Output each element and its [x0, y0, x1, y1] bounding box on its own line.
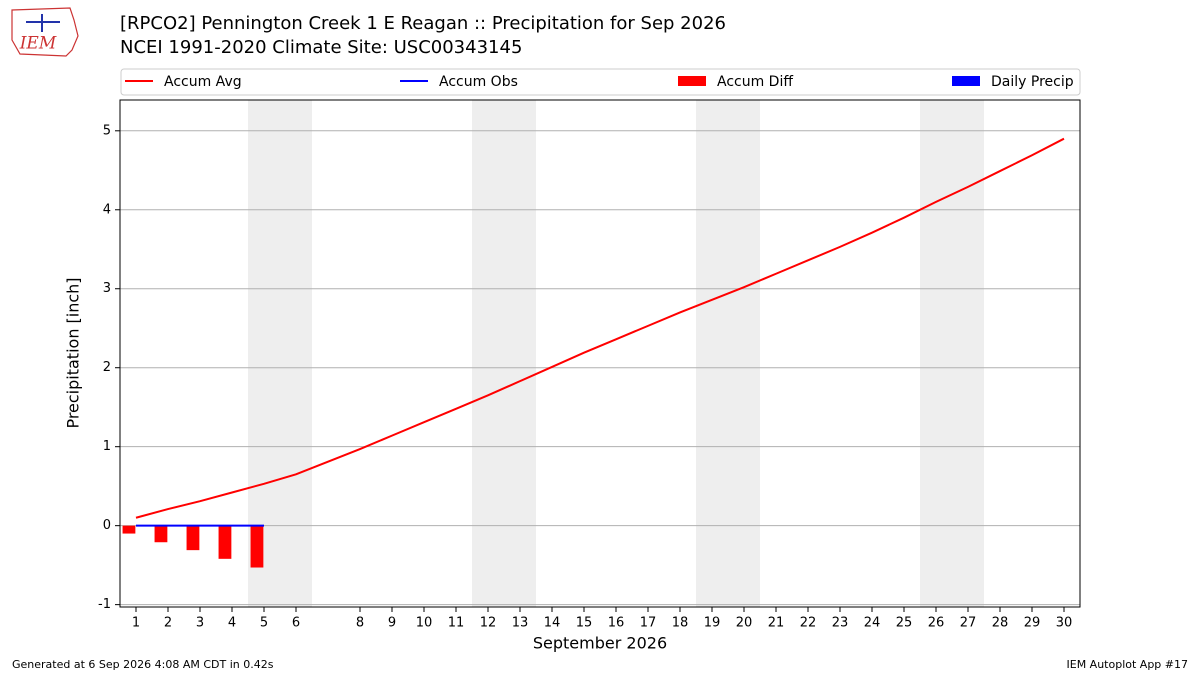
x-tick-label: 15	[576, 616, 593, 631]
x-tick-label: 19	[704, 616, 721, 631]
x-tick-label: 1	[132, 616, 140, 631]
bar	[250, 525, 264, 568]
x-tick-label: 11	[448, 616, 465, 631]
y-tick-label: 1	[103, 439, 111, 454]
x-tick-label: 21	[768, 616, 785, 631]
weekend-shade	[920, 100, 984, 607]
bar	[218, 525, 232, 559]
x-tick-label: 24	[864, 616, 881, 631]
footer-left: Generated at 6 Sep 2026 4:08 AM CDT in 0…	[12, 658, 274, 671]
weekend-shade	[472, 100, 536, 607]
x-tick-label: 18	[672, 616, 689, 631]
x-tick-label: 20	[736, 616, 753, 631]
y-axis-label: Precipitation [inch]	[64, 277, 83, 428]
x-tick-label: 30	[1056, 616, 1073, 631]
bar	[154, 525, 168, 543]
y-tick-label: -1	[98, 597, 111, 612]
x-tick-label: 22	[800, 616, 817, 631]
x-tick-label: 26	[928, 616, 945, 631]
y-tick-label: 0	[103, 518, 111, 533]
y-tick-label: 3	[103, 281, 111, 296]
y-tick-label: 5	[103, 123, 111, 138]
x-tick-label: 6	[292, 616, 300, 631]
bar	[122, 525, 136, 534]
chart-title: [RPCO2] Pennington Creek 1 E Reagan :: P…	[120, 13, 726, 34]
legend-swatch	[952, 76, 980, 86]
legend-label: Daily Precip	[991, 74, 1074, 90]
x-tick-label: 9	[388, 616, 396, 631]
legend-swatch	[678, 76, 706, 86]
line	[135, 137, 1065, 519]
x-tick-label: 13	[512, 616, 529, 631]
x-tick-label: 4	[228, 616, 236, 631]
x-tick-label: 2	[164, 616, 172, 631]
x-tick-label: 25	[896, 616, 913, 631]
logo: IEM	[11, 7, 79, 57]
weekend-shade	[248, 100, 312, 607]
x-tick-label: 14	[544, 616, 561, 631]
x-tick-label: 8	[356, 616, 364, 631]
x-tick-label: 29	[1024, 616, 1041, 631]
footer-right: IEM Autoplot App #17	[1067, 658, 1189, 671]
bar	[186, 525, 200, 551]
y-tick-label: 2	[103, 360, 111, 375]
x-tick-label: 27	[960, 616, 977, 631]
x-tick-label: 28	[992, 616, 1009, 631]
x-tick-label: 23	[832, 616, 849, 631]
x-tick-label: 3	[196, 616, 204, 631]
legend-label: Accum Avg	[164, 74, 242, 90]
legend	[120, 68, 1081, 96]
weekend-shade	[696, 100, 760, 607]
x-tick-label: 17	[640, 616, 657, 631]
x-tick-label: 5	[260, 616, 268, 631]
x-tick-label: 12	[480, 616, 497, 631]
x-tick-label: 10	[416, 616, 433, 631]
legend-label: Accum Obs	[439, 74, 518, 90]
x-tick-label: 16	[608, 616, 625, 631]
logo-text: IEM	[19, 34, 57, 54]
x-axis-label: September 2026	[533, 634, 667, 653]
legend-label: Accum Diff	[717, 74, 793, 90]
chart-subtitle: NCEI 1991-2020 Climate Site: USC00343145	[120, 37, 522, 58]
plot-frame	[119, 99, 1081, 608]
y-tick-label: 4	[103, 202, 111, 217]
